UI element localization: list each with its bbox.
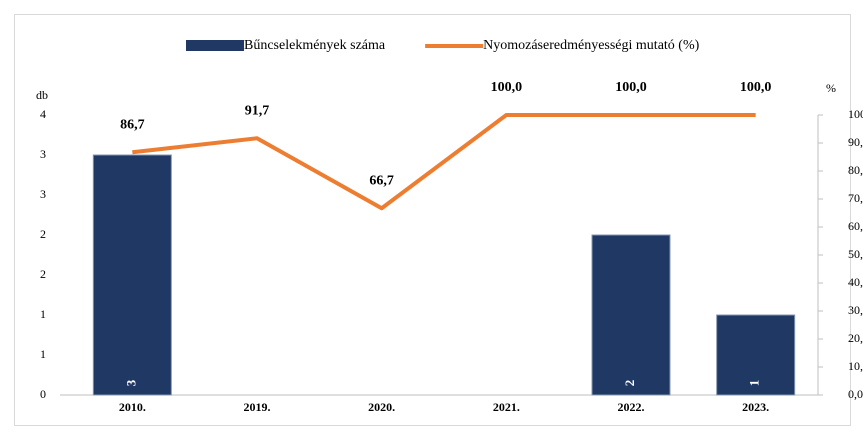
y2-axis-title: % (826, 81, 836, 95)
y-tick-label: 2 (40, 227, 46, 241)
legend-label: Bűncselekmények száma (244, 38, 386, 53)
x-tick-label: 2022. (618, 400, 645, 414)
bar-value-label: 2 (622, 380, 637, 387)
y-tick-label: 1 (40, 347, 46, 361)
bar (592, 235, 670, 395)
x-tick-label: 2019. (244, 400, 271, 414)
y2-tick-label: 100,0 (848, 107, 863, 121)
x-tick-label: 2023. (742, 400, 769, 414)
y2-tick-label: 70,0 (848, 191, 863, 205)
y2-tick-label: 90,0 (848, 135, 863, 149)
bar (93, 155, 171, 395)
y2-tick-label: 30,0 (848, 303, 863, 317)
y2-tick-label: 60,0 (848, 219, 863, 233)
line-value-label: 66,7 (369, 173, 394, 188)
bar-value-label: 3 (123, 379, 138, 386)
y2-tick-label: 50,0 (848, 247, 863, 261)
y-axis-title: db (36, 88, 48, 102)
y-tick-label: 0 (40, 387, 46, 401)
y-tick-label: 3 (40, 147, 46, 161)
y2-tick-label: 20,0 (848, 331, 863, 345)
x-tick-label: 2020. (368, 400, 395, 414)
x-tick-label: 2010. (119, 400, 146, 414)
line-value-label: 91,7 (245, 103, 270, 118)
line-value-label: 86,7 (120, 117, 145, 132)
y-tick-label: 1 (40, 307, 46, 321)
x-tick-label: 2021. (493, 400, 520, 414)
legend-label: Nyomozáseredményességi mutató (%) (483, 38, 699, 53)
line-value-label: 100,0 (491, 80, 523, 95)
line (132, 115, 755, 208)
y2-tick-label: 80,0 (848, 163, 863, 177)
legend-swatch (186, 40, 244, 51)
y-tick-label: 4 (40, 107, 46, 121)
y-tick-label: 3 (40, 187, 46, 201)
y-tick-label: 2 (40, 267, 46, 281)
bar-value-label: 1 (747, 380, 762, 387)
line-value-label: 100,0 (615, 80, 647, 95)
y2-tick-label: 0,0 (848, 387, 863, 401)
chart: db % 011223340,010,020,030,040,050,060,0… (0, 0, 863, 436)
y2-tick-label: 40,0 (848, 275, 863, 289)
line-value-label: 100,0 (740, 80, 772, 95)
y2-tick-label: 10,0 (848, 359, 863, 373)
